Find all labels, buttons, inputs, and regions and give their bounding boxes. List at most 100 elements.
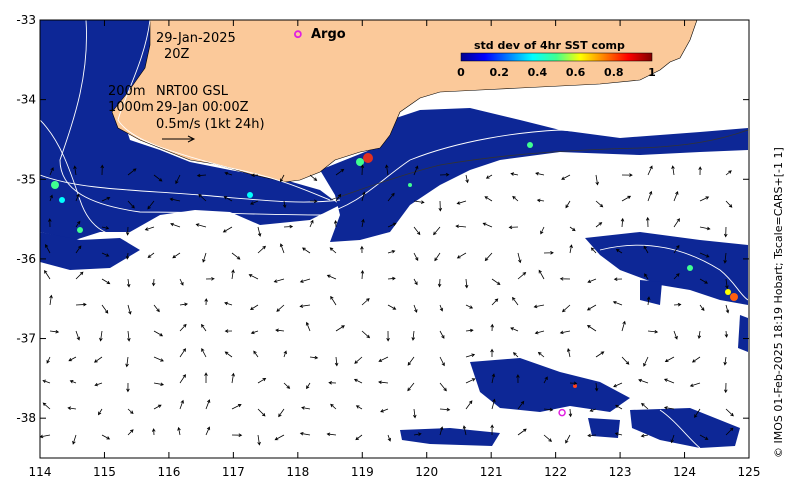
velocity-arrow (643, 245, 649, 254)
velocity-arrow (169, 197, 181, 202)
velocity-arrow (387, 222, 397, 228)
velocity-arrow (101, 196, 111, 202)
velocity-arrow (673, 191, 679, 202)
velocity-arrow (330, 403, 337, 410)
velocity-arrow (465, 400, 473, 410)
velocity-arrow (725, 278, 729, 290)
sst-hotspot (408, 183, 412, 187)
velocity-arrow (565, 434, 571, 444)
velocity-arrow (699, 226, 711, 231)
velocity-arrow (279, 243, 285, 254)
velocity-arrow (694, 408, 701, 418)
velocity-arrow (224, 171, 233, 176)
x-tick-label: 122 (544, 465, 567, 479)
velocity-arrow (204, 298, 208, 306)
velocity-arrow (42, 379, 51, 384)
velocity-arrow (179, 278, 184, 286)
velocity-arrow (465, 328, 474, 333)
velocity-arrow (73, 165, 77, 176)
velocity-arrow (569, 226, 576, 232)
sst-patch-west-shelf (40, 20, 340, 240)
velocity-arrow (101, 278, 111, 285)
velocity-arrow (283, 382, 291, 389)
velocity-arrow (231, 372, 235, 384)
velocity-arrow (413, 304, 418, 313)
velocity-arrow (465, 174, 469, 184)
velocity-arrow (283, 224, 294, 229)
velocity-arrow (723, 356, 727, 366)
velocity-arrow (673, 244, 680, 254)
sst-hotspot (730, 293, 738, 301)
velocity-arrow (125, 356, 129, 368)
velocity-arrow (248, 274, 259, 280)
argo-legend-marker (294, 30, 302, 38)
velocity-arrow (333, 219, 338, 228)
velocity-arrow (170, 222, 181, 228)
y-tick-label: -38 (16, 411, 36, 425)
velocity-arrow (565, 200, 571, 209)
velocity-arrow (566, 348, 571, 358)
velocity-arrow (614, 432, 623, 436)
velocity-arrow (179, 348, 186, 358)
sst-patch-south-b (400, 428, 500, 446)
velocity-arrow (439, 407, 451, 412)
velocity-arrow (673, 273, 680, 280)
sst-hotspot (527, 142, 533, 148)
velocity-arrow (257, 377, 267, 384)
velocity-arrow (621, 173, 633, 177)
velocity-arrow (385, 164, 389, 176)
velocity-arrow (201, 348, 207, 358)
velocity-arrow (179, 399, 184, 410)
velocity-arrow (257, 408, 266, 417)
velocity-arrow (274, 434, 285, 441)
velocity-arrow (663, 378, 675, 384)
velocity-arrow (595, 351, 605, 358)
y-tick-label: -36 (16, 252, 36, 266)
velocity-arrow (465, 353, 476, 358)
velocity-arrow (533, 304, 545, 309)
velocity-arrow (204, 372, 208, 384)
velocity-arrow (378, 356, 389, 362)
velocity-arrow (328, 381, 337, 385)
velocity-arrow (309, 355, 319, 360)
velocity-arrow (386, 330, 390, 342)
velocity-arrow (434, 252, 441, 262)
velocity-arrow (205, 426, 211, 436)
velocity-arrow (482, 222, 493, 228)
velocity-arrow (126, 278, 131, 288)
velocity-arrow (517, 252, 522, 264)
velocity-arrow (613, 382, 623, 388)
velocity-arrow (512, 296, 519, 306)
velocity-arrow (387, 304, 397, 310)
velocity-arrow (641, 402, 649, 410)
contour-text-1: NRT00 GSL (156, 84, 229, 99)
velocity-arrow (465, 304, 474, 309)
velocity-arrow (99, 330, 103, 342)
velocity-arrow (671, 165, 675, 176)
velocity-arrow (621, 195, 632, 202)
sst-hotspot (573, 384, 577, 388)
velocity-arrow (516, 374, 520, 384)
colorbar-tick-label: 0 (457, 66, 465, 79)
sst-hotspot (363, 153, 373, 163)
velocity-arrow (354, 356, 363, 364)
colorbar-tick-label: 0.4 (528, 66, 548, 79)
velocity-arrow (201, 323, 207, 332)
velocity-arrow (280, 174, 285, 183)
y-tick-label: -37 (16, 332, 36, 346)
velocity-arrow (413, 200, 425, 204)
velocity-arrow (698, 166, 702, 176)
velocity-arrow (508, 225, 519, 230)
velocity-arrow (615, 249, 623, 254)
sst-patch-central (320, 108, 748, 242)
velocity-arrow (464, 278, 469, 289)
velocity-arrow (670, 434, 675, 444)
velocity-arrow (153, 382, 165, 387)
velocity-arrow (127, 304, 132, 315)
velocity-arrow (586, 325, 597, 332)
velocity-arrow (543, 407, 554, 412)
velocity-arrow (94, 356, 103, 363)
velocity-arrow (153, 304, 160, 313)
velocity-arrow (517, 428, 527, 436)
